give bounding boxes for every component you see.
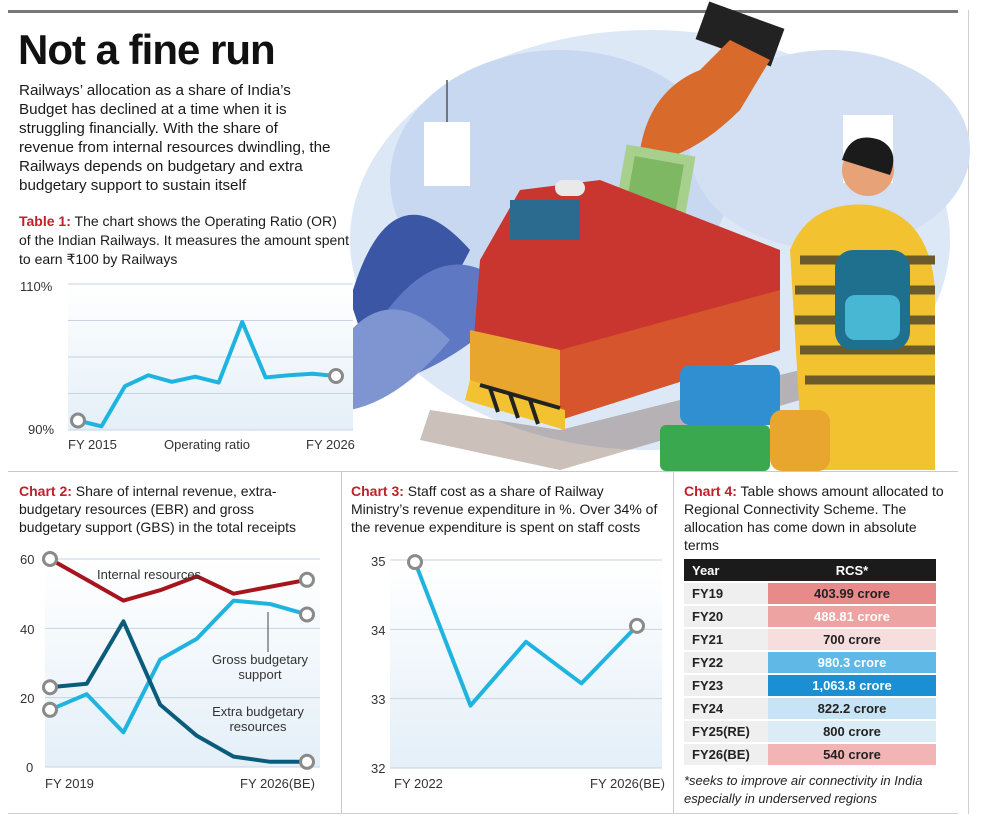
table-row: FY23 1,063.8 crore xyxy=(684,675,936,696)
chart2-ytick-60: 60 xyxy=(20,552,34,567)
column-header-rcs: RCS* xyxy=(768,559,936,581)
table-cell-year: FY20 xyxy=(684,606,768,627)
chart3-label: Chart 3: xyxy=(351,483,404,499)
chart3-caption-text: Staff cost as a share of Railway Ministr… xyxy=(351,483,658,535)
table1-series-line xyxy=(77,319,337,429)
table-row: FY21 700 crore xyxy=(684,629,936,650)
bottom-rule xyxy=(8,813,958,814)
table-cell-year: FY24 xyxy=(684,698,768,719)
top-rule xyxy=(8,10,958,13)
section-separator xyxy=(8,471,958,472)
table1-marker-start xyxy=(70,412,86,429)
chart2-series-gross-budgetary-support-marker-start xyxy=(42,701,58,718)
table-cell-year: FY21 xyxy=(684,629,768,650)
chart3-marker-end xyxy=(629,617,645,634)
chart2-ytick-20: 20 xyxy=(20,691,34,706)
chart4-caption: Chart 4: Table shows amount allocated to… xyxy=(684,482,954,554)
column-separator-2 xyxy=(673,471,674,813)
table-row: FY26(BE) 540 crore xyxy=(684,744,936,765)
chart2-series-internal-resources-marker-end xyxy=(299,571,315,588)
table-header-row: Year RCS* xyxy=(684,559,936,581)
table1-ytick-top: 110% xyxy=(20,279,53,294)
table-row: FY24 822.2 crore xyxy=(684,698,936,719)
table1-caption-text: The chart shows the Operating Ratio (OR)… xyxy=(19,213,349,267)
intro-text: Railways’ allocation as a share of India… xyxy=(19,82,331,194)
chart2-label: Chart 2: xyxy=(19,483,72,499)
column-header-year: Year xyxy=(684,559,768,581)
chart3-ytick-34: 34 xyxy=(371,623,385,638)
table-cell-year: FY19 xyxy=(684,583,768,604)
right-rule xyxy=(968,10,969,814)
chart2-caption: Chart 2: Share of internal revenue, extr… xyxy=(19,482,319,536)
chart2-series-extra-budgetary-resources-marker-start xyxy=(42,679,58,696)
table-cell-rcs-value: 822.2 crore xyxy=(768,698,936,719)
table-cell-rcs-value: 403.99 crore xyxy=(768,583,936,604)
chart2-ytick-40: 40 xyxy=(20,622,34,637)
table1-label: Table 1: xyxy=(19,213,71,229)
table-cell-rcs-value: 700 crore xyxy=(768,629,936,650)
table-row: FY25(RE) 800 crore xyxy=(684,721,936,742)
chart3-series-line xyxy=(413,561,639,708)
chart2-caption-text: Share of internal revenue, extra-budgeta… xyxy=(19,483,297,535)
chart4-table: Year RCS* FY19 403.99 crore FY20 488.81 cro… xyxy=(684,557,936,767)
chart4-footnote: *seeks to improve air connectivity in In… xyxy=(684,773,923,806)
chart2-xtick-end: FY 2026(BE) xyxy=(240,776,315,791)
headline: Not a fine run xyxy=(18,26,276,73)
table-cell-year: FY22 xyxy=(684,652,768,673)
chart2-annotation-ebr: Extra budgetary resources xyxy=(212,704,304,734)
chart3-plot-area xyxy=(390,560,662,768)
chart2-series-extra-budgetary-resources-marker-end xyxy=(299,753,315,770)
chart3-marker-start xyxy=(407,554,423,571)
chart2-series-internal-resources xyxy=(49,557,308,603)
chart2-xtick-start: FY 2019 xyxy=(45,776,94,791)
chart2-annotation-gbs: Gross budgetary support xyxy=(212,652,309,682)
chart3-ytick-35: 35 xyxy=(371,554,385,569)
table1-xtick-start: FY 2015 xyxy=(68,437,117,452)
table-cell-year: FY26(BE) xyxy=(684,744,768,765)
table-cell-rcs-value: 1,063.8 crore xyxy=(768,675,936,696)
chart2-series-internal-resources-marker-start xyxy=(42,551,58,567)
chart3-xtick-end: FY 2026(BE) xyxy=(590,776,665,791)
table-cell-rcs-value: 488.81 crore xyxy=(768,606,936,627)
table1-xtick-end: FY 2026 xyxy=(306,437,355,452)
table-row: FY20 488.81 crore xyxy=(684,606,936,627)
table-row: FY22 980.3 crore xyxy=(684,652,936,673)
table-row: FY19 403.99 crore xyxy=(684,583,936,604)
chart2-plot-area xyxy=(45,559,320,767)
chart3-ytick-32: 32 xyxy=(371,761,385,776)
chart2-annotation-internal: Internal resources xyxy=(97,567,202,582)
chart3-xtick-start: FY 2022 xyxy=(394,776,443,791)
table-cell-year: FY25(RE) xyxy=(684,721,768,742)
chart3-caption: Chart 3: Staff cost as a share of Railwa… xyxy=(351,482,661,536)
chart4-label: Chart 4: xyxy=(684,483,737,499)
table1-marker-end xyxy=(328,367,344,384)
table-cell-year: FY23 xyxy=(684,675,768,696)
table-cell-rcs-value: 800 crore xyxy=(768,721,936,742)
table-cell-rcs-value: 540 crore xyxy=(768,744,936,765)
table-cell-rcs-value: 980.3 crore xyxy=(768,652,936,673)
table1-series-label: Operating ratio xyxy=(164,437,250,452)
chart2-series-gross-budgetary-support xyxy=(49,598,308,735)
table1-caption: Table 1: The chart shows the Operating R… xyxy=(19,212,349,269)
chart3-ytick-33: 33 xyxy=(371,692,385,707)
table1-ytick-bottom: 90% xyxy=(28,422,54,437)
chart4-caption-text: Table shows amount allocated to Regional… xyxy=(684,483,944,553)
chart2-ytick-0: 0 xyxy=(26,760,33,775)
column-separator-1 xyxy=(341,471,342,813)
chart2-series-gross-budgetary-support-marker-end xyxy=(299,606,315,623)
chart2-series-extra-budgetary-resources xyxy=(49,619,307,764)
